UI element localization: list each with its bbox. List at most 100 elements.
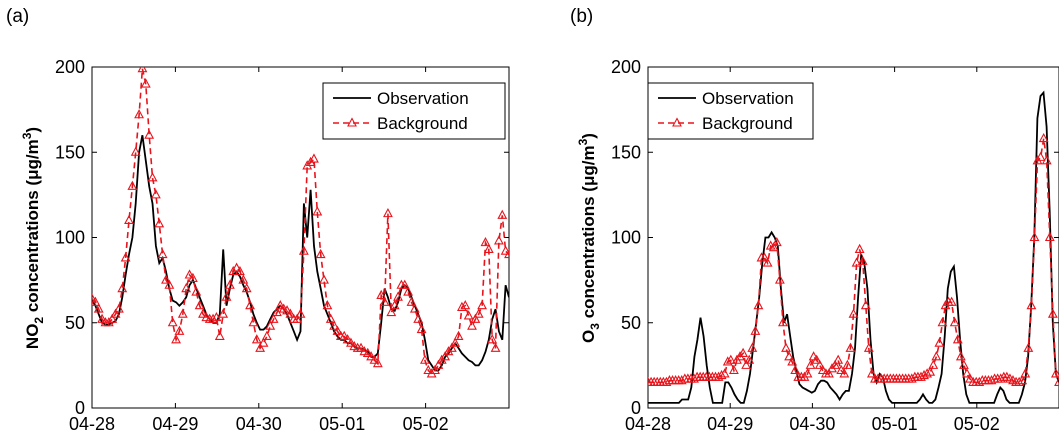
panel-a-background-point xyxy=(473,308,484,318)
panel-b-legend-label: Observation xyxy=(702,89,794,108)
panel-b-xtick-label: 04-28 xyxy=(625,414,671,434)
panel-a-ytick-label: 150 xyxy=(55,142,85,162)
panel-a-background-point xyxy=(369,354,380,364)
panel-a-background-point xyxy=(194,300,205,310)
panel-a-data xyxy=(92,67,509,378)
panel-a-background-point xyxy=(272,306,282,317)
panel-a-background-point xyxy=(504,248,509,259)
panel-b-background-point xyxy=(1041,155,1052,165)
panel-a-background-point xyxy=(483,243,494,253)
panel-b-background-point xyxy=(784,351,795,361)
panel-a-background-point xyxy=(164,279,175,289)
panel-a-background-point xyxy=(319,274,329,284)
panel-b-background-point xyxy=(830,359,841,369)
panel-a-background-point xyxy=(497,209,508,219)
panel-a-background-point xyxy=(342,334,353,344)
panel-a-background-point xyxy=(450,337,461,347)
panel-a-background-point xyxy=(198,308,208,318)
panel-b-ytick-label: 50 xyxy=(621,313,641,333)
panel-a-background-point xyxy=(238,274,249,284)
panel-b: (b) O3 concentrations (μg/m3) 0 50 100 150 2… xyxy=(570,6,1059,434)
panel-b-background-point xyxy=(728,364,739,375)
panel-a-background-point xyxy=(282,305,292,315)
panel-a-background-point xyxy=(248,317,259,327)
panel-a-background-point xyxy=(406,296,417,306)
panel-b-background-point xyxy=(986,375,997,385)
panel-a-background-point xyxy=(309,153,319,163)
panel-a-background-point xyxy=(134,109,144,119)
panel-a-xtick-label: 04-30 xyxy=(236,414,282,434)
panel-b-background-point xyxy=(1038,132,1049,143)
panel-b-background-point xyxy=(949,317,960,327)
panel-a-background-point xyxy=(386,306,397,317)
panel-b-xtick-label: 04-30 xyxy=(789,414,835,434)
panel-b-background-point xyxy=(824,368,834,378)
panel-b-background-point xyxy=(762,257,773,267)
panel-a-background-point xyxy=(107,313,118,323)
panel-b-background-point xyxy=(962,368,972,378)
panel-b-ytick-label: 150 xyxy=(611,142,641,162)
panel-a-background-point xyxy=(477,300,488,310)
panel-b-background-point xyxy=(808,351,819,361)
panel-a-background-point xyxy=(315,248,326,259)
panel-b-background-point xyxy=(863,342,874,352)
panel-a-background-point xyxy=(500,245,509,255)
panel-a-legend-box xyxy=(322,82,506,140)
panel-a-background-point xyxy=(446,342,457,352)
panel-a-background-point xyxy=(92,296,101,306)
panel-a-background-point xyxy=(433,359,444,369)
panel-b-background-point xyxy=(768,242,779,252)
panel-a-ytick-label: 0 xyxy=(75,398,85,418)
panel-a-background-point xyxy=(409,303,420,313)
panel-a-background-point xyxy=(261,330,272,340)
panel-a-background-point xyxy=(493,235,504,245)
panel-a-background-point xyxy=(117,282,128,293)
panel-b-background-point xyxy=(959,359,969,369)
panel-b-xtick-label: 05-02 xyxy=(954,414,1000,434)
panel-b-background-point xyxy=(747,342,758,352)
panel-b-xtick-label: 04-29 xyxy=(707,414,753,434)
panel-a-background-point xyxy=(416,323,427,334)
panel-a-background-point xyxy=(383,207,393,218)
panel-a-background-point xyxy=(356,342,366,352)
panel-a-background-point xyxy=(144,129,155,139)
panel-b-ytick-label: 200 xyxy=(611,57,641,77)
panel-b-background-point xyxy=(952,334,963,344)
panel-b-background-point xyxy=(836,364,847,375)
panel-b-background-point xyxy=(925,366,936,376)
panel-b-background-point xyxy=(811,354,822,364)
panel-a-background-point xyxy=(120,252,131,262)
panel-b-background-point xyxy=(814,359,825,369)
panel-b-background-point xyxy=(1023,342,1034,352)
panel-a-background-point xyxy=(214,330,225,340)
panel-b-background-point xyxy=(716,369,727,380)
panel-b-background-point xyxy=(866,368,877,378)
panel-a-background-point xyxy=(332,325,343,335)
panel-b-background-point xyxy=(1014,376,1025,386)
panel-b-series-background-line xyxy=(648,138,1059,384)
panel-b-background-point xyxy=(753,300,764,310)
panel-a-background-point xyxy=(231,262,242,272)
panel-b-background-point xyxy=(725,354,736,364)
panel-a-background-point xyxy=(161,274,171,284)
panel-b-background-point xyxy=(781,342,791,352)
panel-b-background-point xyxy=(817,364,828,375)
panel-a-background-point xyxy=(393,291,403,301)
panel-b-background-point xyxy=(722,356,733,366)
panel-a-background-point xyxy=(92,293,97,303)
panel-a-background-point xyxy=(181,282,192,293)
panel-a-background-point xyxy=(376,289,387,300)
panel-b-background-point xyxy=(778,317,788,327)
panel-b-legend: Observation Background xyxy=(647,82,814,140)
panel-b-background-point xyxy=(790,364,801,375)
panel-a-background-point xyxy=(440,351,451,361)
panel-b-background-point xyxy=(1017,375,1028,385)
panel-a-background-point xyxy=(403,286,414,296)
panel-a-background-point xyxy=(346,337,356,347)
panel-b-background-point xyxy=(937,317,948,327)
panel-b-background-point xyxy=(934,337,945,347)
panel-b-background-point xyxy=(1051,368,1059,378)
panel-b-background-point xyxy=(995,373,1006,383)
panel-a-background-point xyxy=(487,334,498,344)
panel-a-background-point xyxy=(167,317,178,327)
